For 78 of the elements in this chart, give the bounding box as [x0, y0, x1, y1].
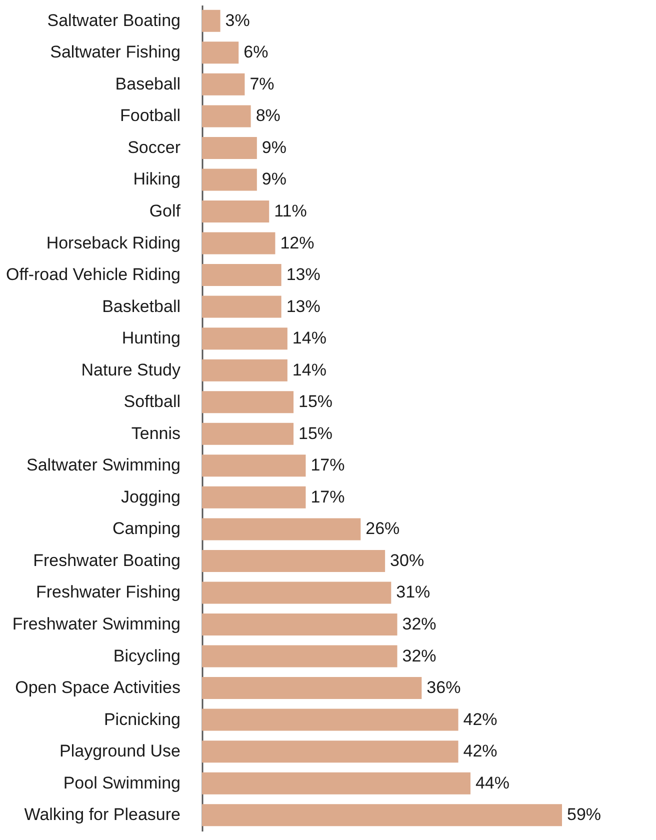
- bar: [202, 359, 288, 382]
- bar: [202, 582, 392, 604]
- y-tick-label: Football: [120, 106, 180, 126]
- y-tick-label: Off-road Vehicle Riding: [6, 265, 180, 284]
- data-label: 13%: [286, 265, 320, 284]
- data-label: 9%: [262, 170, 286, 189]
- data-label: 8%: [256, 106, 280, 126]
- bar: [202, 486, 306, 508]
- y-tick-label: Jogging: [120, 487, 180, 506]
- bar: [202, 296, 282, 318]
- y-tick-label: Freshwater Swimming: [12, 614, 180, 634]
- y-tick-label: Saltwater Fishing: [50, 42, 180, 62]
- data-label: 17%: [310, 487, 345, 506]
- y-tick-label: Basketball: [102, 296, 180, 316]
- bar: [202, 614, 398, 636]
- y-tick-label: Saltwater Boating: [47, 10, 180, 30]
- bar: [202, 232, 276, 254]
- y-tick-label: Nature Study: [81, 360, 181, 380]
- y-tick-label: Camping: [112, 519, 180, 538]
- data-label: 14%: [292, 360, 326, 380]
- bar: [202, 264, 282, 286]
- data-label: 42%: [463, 710, 498, 729]
- bar: [202, 708, 458, 731]
- data-label: 9%: [262, 138, 286, 157]
- y-tick-label: Picnicking: [104, 710, 180, 729]
- y-tick-label: Golf: [149, 202, 181, 220]
- y-tick-label: Walking for Pleasure: [24, 805, 180, 824]
- y-tick-label: Hiking: [133, 170, 180, 189]
- y-tick-label: Baseball: [115, 74, 180, 94]
- bar: [202, 740, 458, 763]
- bar: [202, 168, 257, 191]
- data-label: 26%: [366, 519, 400, 538]
- data-label: 44%: [475, 773, 510, 792]
- bar: [202, 200, 270, 222]
- bar: [202, 328, 288, 350]
- data-label: 6%: [244, 42, 268, 62]
- bar: [202, 105, 251, 128]
- data-label: 59%: [567, 805, 602, 824]
- data-label: 14%: [292, 328, 326, 348]
- y-tick-label: Bicycling: [113, 646, 180, 666]
- bar: [202, 73, 245, 96]
- y-tick-label: Tennis: [131, 424, 180, 443]
- data-label: 31%: [396, 582, 430, 602]
- y-tick-label: Open Space Activities: [15, 678, 180, 698]
- data-label: 12%: [280, 233, 314, 252]
- data-label: 32%: [402, 614, 436, 634]
- bar: [202, 10, 220, 32]
- data-label: 15%: [298, 392, 333, 412]
- data-label: 3%: [225, 10, 250, 30]
- data-label: 36%: [426, 678, 461, 698]
- bar: [202, 550, 386, 572]
- data-label: 7%: [250, 74, 274, 94]
- bar: [202, 391, 294, 414]
- bar: [202, 772, 470, 794]
- y-tick-label: Freshwater Boating: [33, 550, 180, 570]
- bar: [202, 804, 562, 826]
- y-tick-label: Playground Use: [60, 742, 180, 761]
- bar: [202, 677, 422, 700]
- bar: [202, 422, 294, 445]
- data-label: 11%: [274, 202, 307, 220]
- data-label: 17%: [310, 456, 345, 475]
- y-tick-label: Freshwater Fishing: [36, 582, 180, 602]
- y-tick-label: Pool Swimming: [63, 773, 180, 792]
- y-tick-label: Softball: [124, 392, 180, 412]
- y-tick-label: Saltwater Swimming: [26, 456, 180, 475]
- data-label: 42%: [463, 742, 498, 761]
- bar: [202, 518, 361, 540]
- bar: [202, 42, 239, 64]
- bar: [202, 645, 398, 668]
- data-label: 15%: [298, 424, 333, 443]
- y-tick-label: Horseback Riding: [46, 233, 180, 252]
- data-label: 13%: [286, 296, 320, 316]
- y-tick-label: Hunting: [122, 328, 180, 348]
- data-label: 30%: [390, 550, 424, 570]
- bar: [202, 136, 257, 159]
- bar: [202, 454, 306, 477]
- y-tick-label: Soccer: [128, 138, 181, 157]
- data-label: 32%: [402, 646, 436, 666]
